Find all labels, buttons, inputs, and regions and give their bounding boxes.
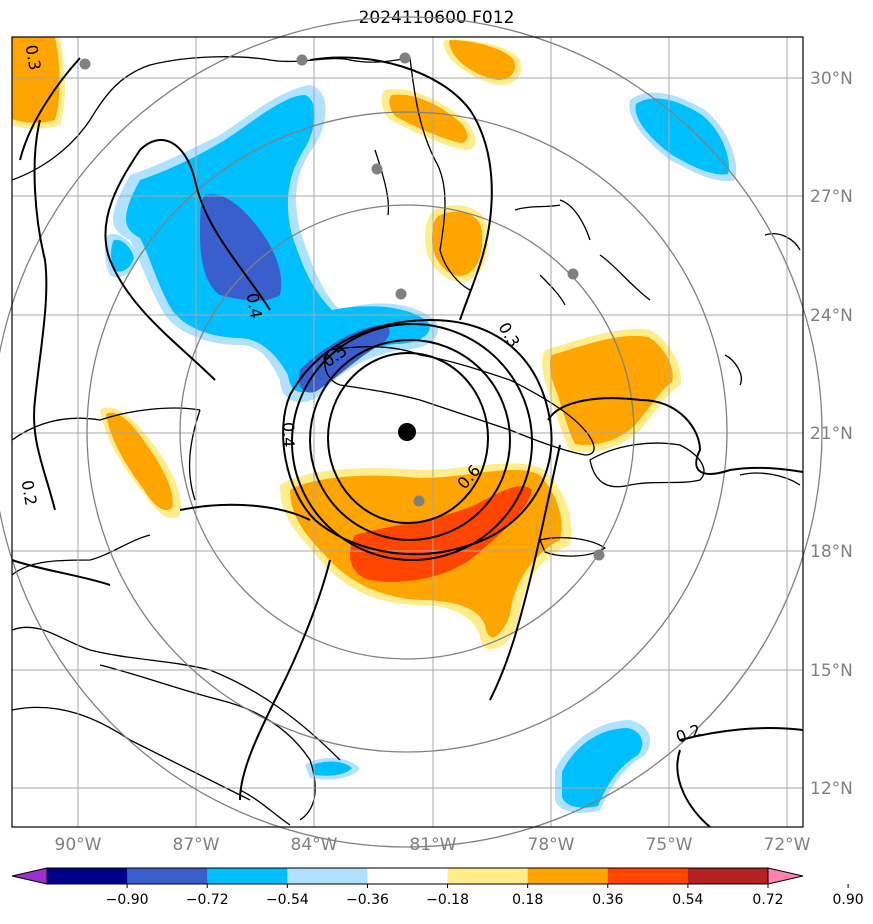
colorbar-tick-label: −0.54 (266, 892, 309, 908)
colorbar-tick-label: 0.90 (833, 892, 864, 908)
negative-anomaly-core-2 (298, 325, 390, 393)
colorbar-segment (527, 868, 609, 884)
lat-label: 21°N (810, 424, 853, 444)
colorbar-tick-label: −0.90 (106, 892, 149, 908)
contour-label: 0.2 (18, 479, 41, 507)
storm-center-marker (398, 423, 416, 441)
graticule (12, 37, 803, 827)
colorbar-segment (47, 868, 128, 884)
map-frame (11, 36, 804, 828)
lon-label: 72°W (764, 835, 811, 855)
negative-anomaly-gulf (126, 95, 430, 393)
lat-label: 12°N (810, 779, 853, 799)
colorbar-segment (607, 868, 689, 884)
colorbar-tick-label: 0.36 (592, 892, 623, 908)
lon-label: 75°W (646, 835, 693, 855)
colorbar-tick-label: −0.18 (426, 892, 469, 908)
colorbar-tick-label: −0.36 (346, 892, 389, 908)
colorbar-segment (687, 868, 769, 884)
negative-anomaly-core-1 (200, 194, 282, 301)
contour-label: 0.4 (243, 292, 266, 320)
colorbar-segment (207, 868, 288, 884)
colorbar-outline (46, 867, 769, 885)
colorbar-segment (367, 868, 449, 884)
colorbar-segment (447, 868, 529, 884)
colorbar-tick-label: 0.54 (672, 892, 703, 908)
lat-label: 27°N (810, 187, 853, 207)
colorbar-extend-min (11, 867, 48, 885)
lon-label: 78°W (528, 835, 575, 855)
colorbar-extend-max (767, 867, 804, 885)
colorbar: −0.90 −0.72 −0.54 −0.36 −0.18 0.18 0.36 0.54 0.7… (11, 867, 864, 908)
lon-label: 84°W (291, 835, 338, 855)
lon-label: 81°W (410, 835, 457, 855)
range-rings (0, 16, 823, 848)
colorbar-segment (127, 868, 208, 884)
lon-label: 87°W (173, 835, 220, 855)
lat-label: 30°N (810, 69, 853, 89)
lon-label: 90°W (55, 835, 102, 855)
lat-label: 18°N (810, 542, 853, 562)
latitude-labels: 30°N 27°N 24°N 21°N 18°N 15°N 12°N (810, 69, 853, 799)
lat-label: 15°N (810, 661, 853, 681)
colorbar-tick-label: −0.72 (186, 892, 229, 908)
longitude-labels: 90°W 87°W 84°W 81°W 78°W 75°W 72°W (55, 835, 811, 855)
station-markers (79, 52, 605, 561)
lat-label: 24°N (810, 306, 853, 326)
coastlines (11, 56, 801, 826)
contour-label: 0.3 (22, 43, 45, 71)
colorbar-tick-label: 0.18 (512, 892, 543, 908)
contour-lines (11, 56, 804, 828)
colorbar-tick-label: 0.72 (752, 892, 783, 908)
colorbar-segment (287, 868, 368, 884)
contour-label: 0.4 (279, 422, 298, 447)
